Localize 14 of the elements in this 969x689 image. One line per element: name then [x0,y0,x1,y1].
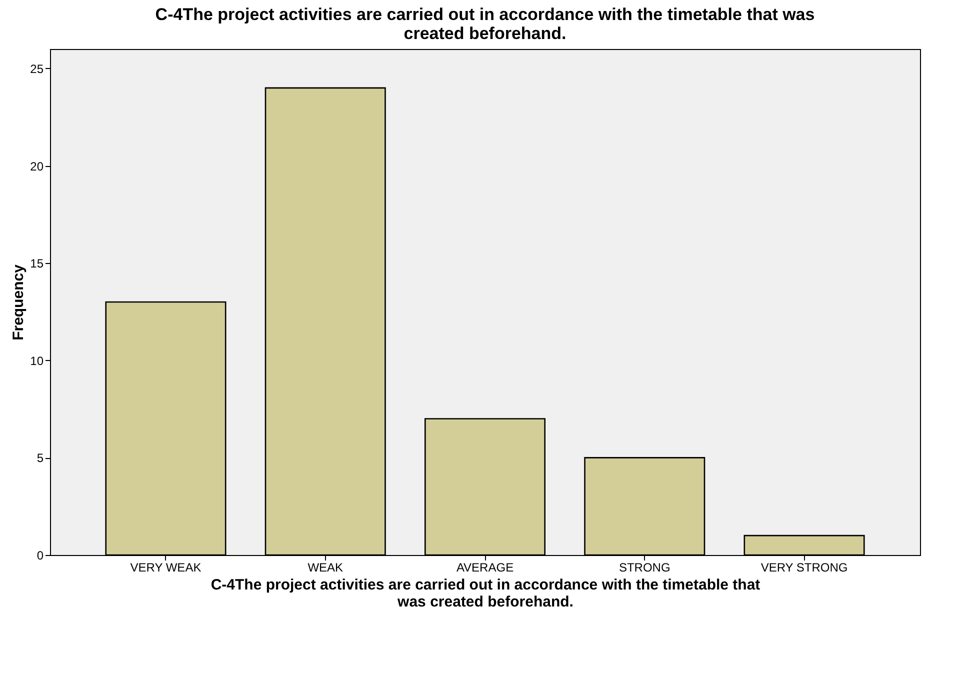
y-tick-label: 25 [30,62,44,76]
x-tick-label: AVERAGE [456,560,514,574]
x-tick-label: STRONG [618,560,670,574]
chart-title: C-4The project activities are carried out in accordance with the timetable that was created beforehand. [155,5,815,43]
y-tick-label: 0 [36,548,44,562]
x-axis-title: C-4The project activities are carried out in accordance with the timetable that was created beforehand. [210,576,760,610]
y-axis-title: Frequency [10,264,28,340]
y-tick-label: 20 [30,159,44,174]
y-tick-label: 5 [36,451,44,466]
y-tick-label: 10 [30,354,44,368]
x-tick-label: WEAK [308,560,344,574]
x-tick-label: VERY STRONG [760,560,848,574]
y-tick-label: 15 [30,256,44,271]
x-tick-label: VERY WEAK [130,560,202,574]
